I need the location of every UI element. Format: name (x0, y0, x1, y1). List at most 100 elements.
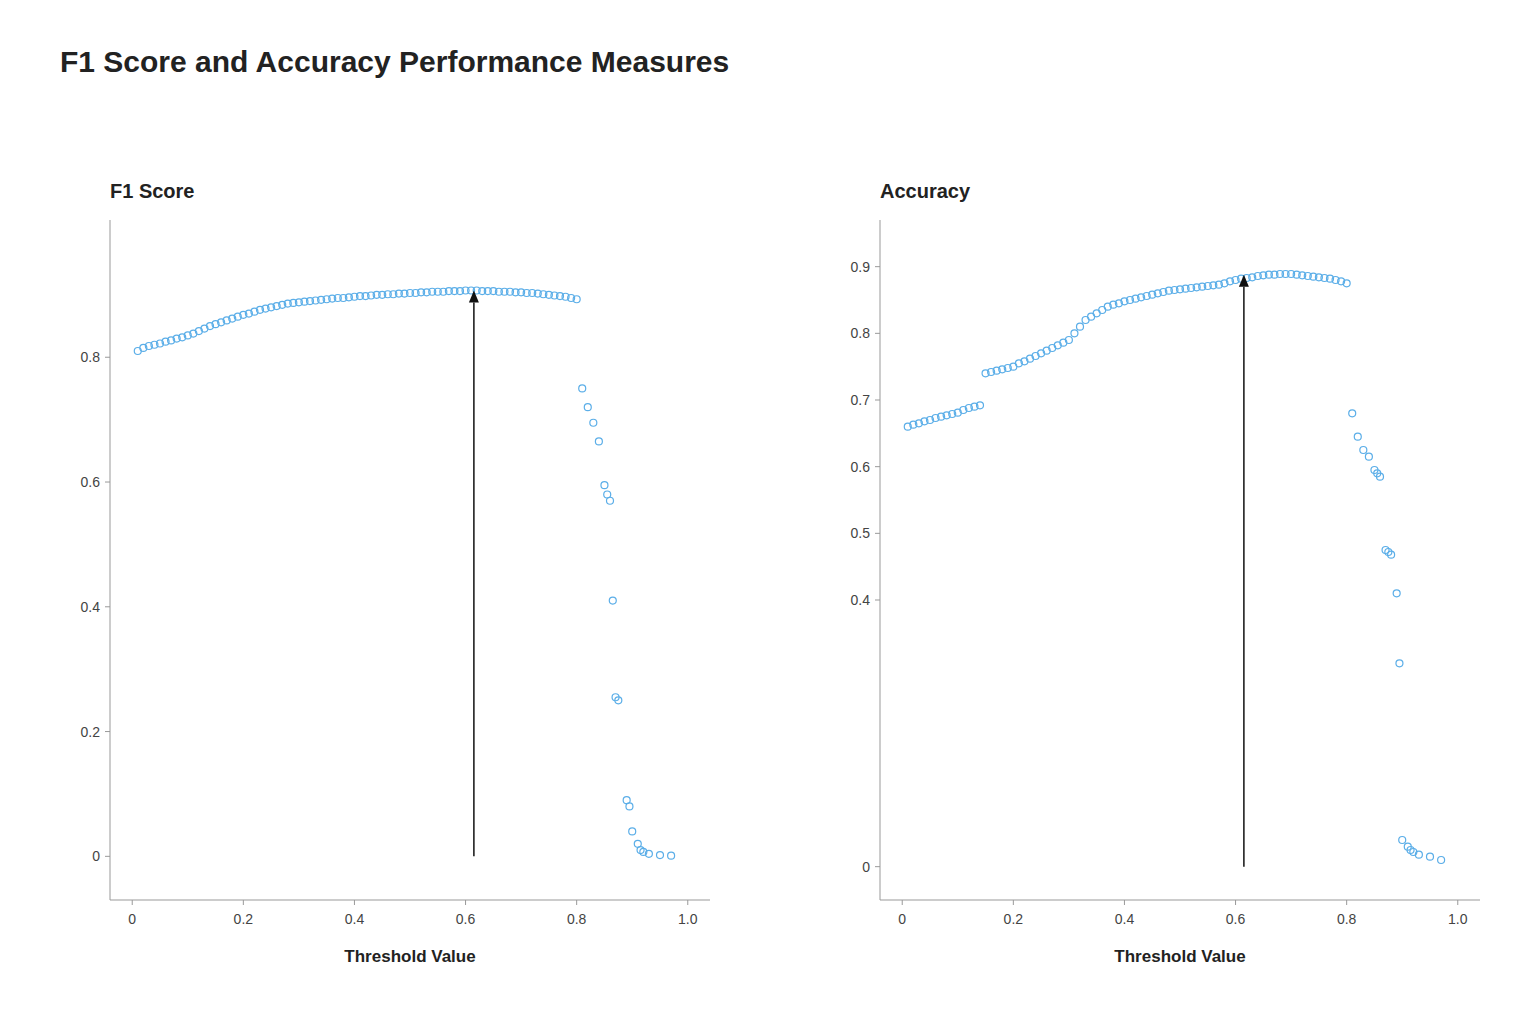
y-tick-label: 0.5 (851, 525, 871, 541)
x-tick (132, 900, 133, 905)
x-tick (1013, 900, 1014, 905)
x-tick (1124, 900, 1125, 905)
chart-root: F1 Score and Accuracy Performance Measur… (0, 0, 1536, 1029)
scatter-point (1077, 323, 1084, 330)
y-tick-label: 0.6 (81, 474, 101, 490)
x-tick-label: 0.2 (1004, 911, 1024, 927)
scatter-point (629, 828, 636, 835)
x-tick (243, 900, 244, 905)
x-tick-label: 1.0 (678, 911, 698, 927)
y-tick-label: 0.2 (81, 724, 101, 740)
x-tick-label: 0.2 (234, 911, 254, 927)
y-tick (875, 600, 880, 601)
x-tick (465, 900, 466, 905)
y-axis-line (110, 220, 111, 900)
y-tick (875, 400, 880, 401)
subplot-title: F1 Score (110, 180, 194, 202)
scatter-point (601, 482, 608, 489)
scatter-point (615, 697, 622, 704)
background (0, 0, 1536, 1029)
y-tick-label: 0.6 (851, 459, 871, 475)
scatter-point (1438, 857, 1445, 864)
x-tick (576, 900, 577, 905)
points (904, 271, 1444, 864)
scatter-point (579, 385, 586, 392)
y-tick (105, 856, 110, 857)
y-tick (875, 533, 880, 534)
scatter-point (657, 852, 664, 859)
scatter-point (1343, 280, 1350, 287)
y-axis-line (880, 220, 881, 900)
y-tick-label: 0.4 (81, 599, 101, 615)
scatter-point (1393, 590, 1400, 597)
arrow-shaft (473, 302, 475, 856)
panel: F1 Score 0 0.2 0.4 0.6 0.8 1.0 0 0.2 0.4 0.6 0.8 Thr… (81, 180, 710, 966)
x-axis-line (110, 900, 710, 901)
x-tick-label: 0.4 (345, 911, 365, 927)
y-tick (105, 731, 110, 732)
arrow-annotation (1239, 275, 1249, 867)
subplot-title: Accuracy (880, 180, 971, 202)
scatter-point (977, 402, 984, 409)
points (134, 287, 674, 859)
arrow-annotation (469, 290, 479, 856)
scatter-point (590, 419, 597, 426)
x-tick-label: 1.0 (1448, 911, 1468, 927)
y-tick-label: 0.8 (851, 325, 871, 341)
arrow-head (1239, 275, 1249, 287)
x-axis-label: Threshold Value (1114, 947, 1245, 966)
x-tick (687, 900, 688, 905)
scatter-point (1396, 660, 1403, 667)
y-tick (875, 466, 880, 467)
y-tick-label: 0.4 (851, 592, 871, 608)
y-tick (875, 866, 880, 867)
scatter-point (1071, 330, 1078, 337)
x-tick-label: 0.6 (1226, 911, 1246, 927)
scatter-point (1065, 337, 1072, 344)
scatter-point (1415, 851, 1422, 858)
scatter-point (1365, 453, 1372, 460)
scatter-point (584, 404, 591, 411)
arrow-shaft (1243, 287, 1245, 867)
x-tick-label: 0.4 (1115, 911, 1135, 927)
x-tick-label: 0 (898, 911, 906, 927)
x-tick-label: 0 (128, 911, 136, 927)
scatter-point (595, 438, 602, 445)
scatter-point (1388, 551, 1395, 558)
x-tick (1235, 900, 1236, 905)
scatter-point (609, 597, 616, 604)
x-tick (1457, 900, 1458, 905)
y-tick-label: 0 (862, 859, 870, 875)
x-tick (1346, 900, 1347, 905)
scatter-point (668, 852, 675, 859)
scatter-point (1377, 473, 1384, 480)
arrow-head (469, 290, 479, 302)
y-tick (105, 606, 110, 607)
y-tick-label: 0 (92, 848, 100, 864)
x-tick-label: 0.8 (567, 911, 587, 927)
x-tick-label: 0.8 (1337, 911, 1357, 927)
x-tick (902, 900, 903, 905)
scatter-point (1399, 837, 1406, 844)
y-tick-label: 0.7 (851, 392, 871, 408)
scatter-point (573, 296, 580, 303)
scatter-point (1427, 853, 1434, 860)
x-axis-label: Threshold Value (344, 947, 475, 966)
y-tick-label: 0.8 (81, 349, 101, 365)
x-tick (354, 900, 355, 905)
scatter-point (607, 497, 614, 504)
y-tick-label: 0.9 (851, 259, 871, 275)
y-tick (875, 266, 880, 267)
x-axis-line (880, 900, 1480, 901)
y-tick (875, 333, 880, 334)
y-tick (105, 357, 110, 358)
x-tick-label: 0.6 (456, 911, 476, 927)
scatter-point (645, 850, 652, 857)
scatter-point (1354, 433, 1361, 440)
scatter-point (1349, 410, 1356, 417)
main-title: F1 Score and Accuracy Performance Measur… (60, 45, 729, 78)
panel: Accuracy 0 0.2 0.4 0.6 0.8 1.0 0 0.4 0.5 0.6 0.7 0.8… (851, 180, 1480, 966)
y-tick (105, 482, 110, 483)
scatter-point (1360, 447, 1367, 454)
scatter-point (626, 803, 633, 810)
